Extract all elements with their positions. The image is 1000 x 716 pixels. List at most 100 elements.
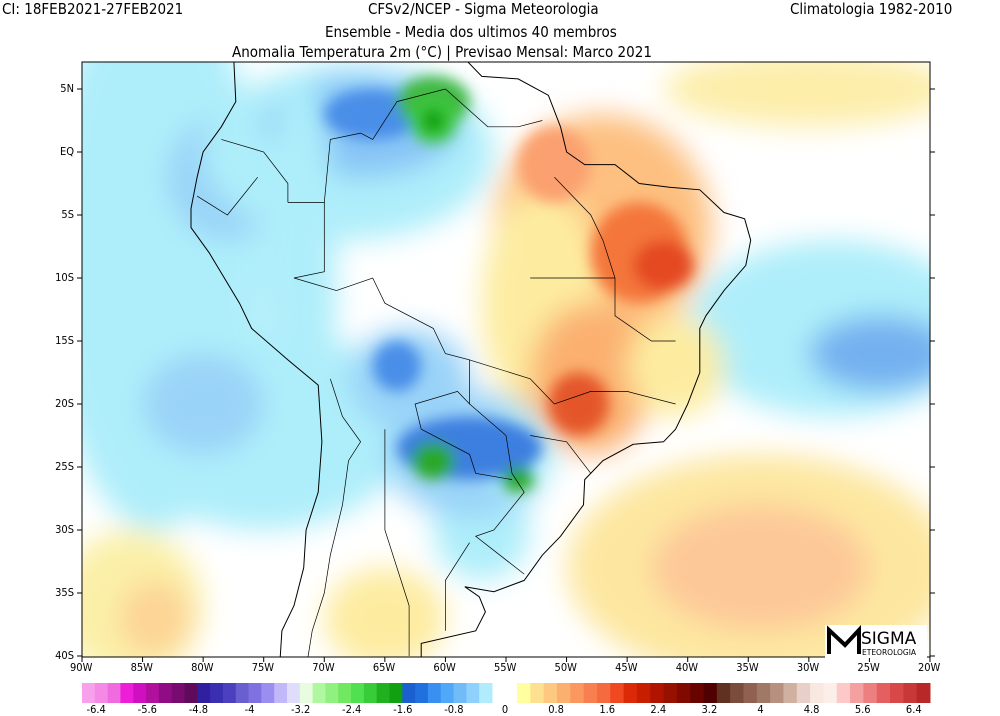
colorbar-swatch (146, 683, 160, 703)
colorbar-swatch (663, 683, 678, 703)
anomaly-region (627, 315, 724, 417)
lat-label: 40S (55, 649, 74, 662)
colorbar-swatch (325, 683, 339, 703)
colorbar-swatch (261, 683, 275, 703)
colorbar-swatch (890, 683, 904, 703)
colorbar-swatch (703, 683, 718, 703)
colorbar-label: 6.4 (905, 703, 922, 716)
colorbar-swatch (596, 683, 611, 703)
colorbar-swatch (623, 683, 638, 703)
anomaly-core (502, 467, 534, 493)
colorbar-swatch (479, 683, 493, 703)
colorbar-label: 4.8 (803, 703, 820, 716)
colorbar-swatch (94, 683, 109, 703)
colorbar-swatch (299, 683, 314, 703)
anomaly-region (118, 580, 191, 656)
sigma-m-icon: SIGMA ETEOROLOGIA (827, 624, 917, 657)
colorbar-swatch (556, 683, 571, 703)
lon-label: 65W (372, 661, 396, 674)
lon-label: 30W (796, 661, 820, 674)
anomaly-core (633, 240, 694, 291)
colorbar-swatch (133, 683, 147, 703)
lat-label: 5N (60, 82, 74, 95)
lon-label: 90W (70, 661, 93, 674)
colorbar-swatch (248, 683, 262, 703)
colorbar-swatch (402, 683, 416, 703)
anomaly-region (263, 76, 337, 480)
colorbar-swatch (107, 683, 121, 703)
anomaly-core (518, 126, 591, 203)
svg-text:SIGMA: SIGMA (861, 629, 917, 649)
colorbar-swatch (274, 683, 288, 703)
colorbar-label: 4 (757, 703, 764, 716)
colorbar-swatch (796, 683, 811, 703)
colorbar-label: 5.6 (854, 703, 871, 716)
lat-label: 10S (55, 271, 74, 284)
initial-conditions-label: CI: 18FEB2021-27FEB2021 (2, 0, 184, 18)
colorbar-swatch (756, 683, 771, 703)
lon-label: 20W (917, 661, 941, 674)
lon-label: 40W (675, 661, 699, 674)
colorbar-swatch (120, 683, 134, 703)
colorbar-label: -4 (244, 703, 255, 716)
lat-label: 35S (55, 586, 74, 599)
colorbar-swatch (184, 683, 198, 703)
colorbar-swatch (389, 683, 403, 703)
colorbar-swatch (690, 683, 705, 703)
colorbar-swatch (427, 683, 442, 703)
colorbar-swatch (235, 683, 250, 703)
colorbar-swatch (351, 683, 365, 703)
colorbar-swatch (743, 683, 758, 703)
coastline (190, 62, 752, 657)
anomaly-core (548, 372, 609, 436)
source-label: CFSv2/NCEP - Sigma Meteorologia (368, 0, 599, 18)
colorbar-swatch (836, 683, 851, 703)
colorbar-swatch (530, 683, 545, 703)
subtitle-ensemble: Ensemble - Media dos ultimos 40 membros (325, 23, 617, 41)
colorbar-swatch (903, 683, 918, 703)
colorbar-swatch (453, 683, 467, 703)
colorbar-label: -2.4 (342, 703, 362, 716)
colorbar-label: -0.8 (444, 703, 464, 716)
lon-label: 80W (191, 661, 214, 674)
colorbar-swatch (222, 683, 237, 703)
colorbar-label: -4.8 (188, 703, 209, 716)
lat-label: 5S (61, 208, 74, 221)
anomaly-region (324, 567, 446, 657)
lon-label: 55W (493, 661, 517, 674)
anomaly-region (142, 353, 264, 455)
colorbar-label: 3.2 (701, 703, 718, 716)
colorbar-label: -5.6 (137, 703, 157, 716)
colorbar (82, 683, 931, 703)
colorbar-swatch (363, 683, 378, 703)
colorbar-swatch (210, 683, 224, 703)
colorbar-swatch (440, 683, 455, 703)
lon-label: 85W (130, 661, 153, 674)
colorbar-swatch (158, 683, 173, 703)
lon-label: 50W (554, 661, 577, 674)
colorbar-label: 0.8 (548, 703, 564, 716)
colorbar-swatch (287, 683, 301, 703)
colorbar-swatch (650, 683, 665, 703)
colorbar-swatch (850, 683, 864, 703)
lat-label: 20S (55, 397, 74, 410)
colorbar-swatch (171, 683, 185, 703)
colorbar-swatch (636, 683, 651, 703)
colorbar-label: 1.6 (599, 703, 616, 716)
anomaly-region (808, 315, 930, 392)
lat-label: 25S (55, 460, 74, 473)
svg-text:ETEOROLOGIA: ETEOROLOGIA (862, 648, 917, 657)
anomaly-core (421, 107, 446, 134)
colorbar-swatch (583, 683, 598, 703)
colorbar-swatch (82, 683, 96, 703)
lon-label: 45W (615, 661, 638, 674)
anomaly-core (372, 341, 422, 392)
sigma-logo: SIGMA ETEOROLOGIA (825, 624, 927, 658)
colorbar-swatch (716, 683, 731, 703)
colorbar-swatch (876, 683, 891, 703)
lon-label: 60W (433, 661, 456, 674)
anomaly-core (411, 441, 456, 480)
climatology-label: Climatologia 1982-2010 (790, 0, 953, 18)
colorbar-swatch (783, 683, 798, 703)
